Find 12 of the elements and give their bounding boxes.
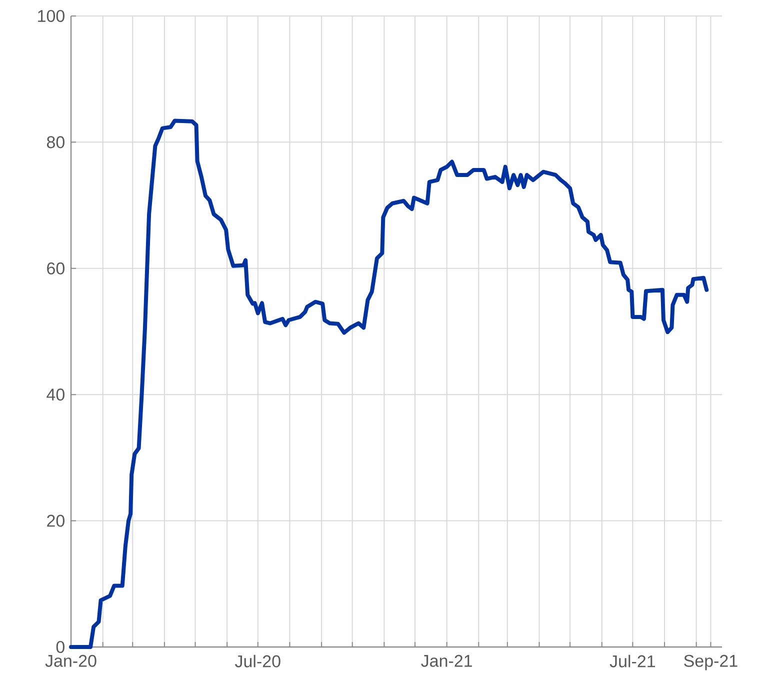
y-tick-label: 60 bbox=[47, 262, 64, 274]
x-tick-label: Jul-21 bbox=[610, 654, 655, 668]
x-tick-label: Jan-21 bbox=[421, 654, 472, 667]
y-tick-label: 0 bbox=[56, 640, 64, 654]
y-tick-label: 40 bbox=[46, 388, 64, 401]
x-tick-label: Jan-20 bbox=[45, 654, 96, 667]
x-tick-label: Sep-21 bbox=[684, 654, 738, 670]
line-series bbox=[69, 118, 709, 649]
x-tick-label: Jul-20 bbox=[235, 654, 280, 668]
y-tick-label: 80 bbox=[46, 136, 64, 148]
y-tick-label: 100 bbox=[38, 10, 64, 22]
y-tick-label: 20 bbox=[47, 514, 64, 527]
